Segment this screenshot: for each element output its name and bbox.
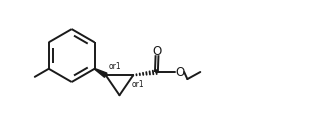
Text: or1: or1 [132,80,144,89]
Text: O: O [152,46,162,59]
Polygon shape [94,68,107,77]
Text: O: O [175,65,185,78]
Text: or1: or1 [109,62,122,71]
